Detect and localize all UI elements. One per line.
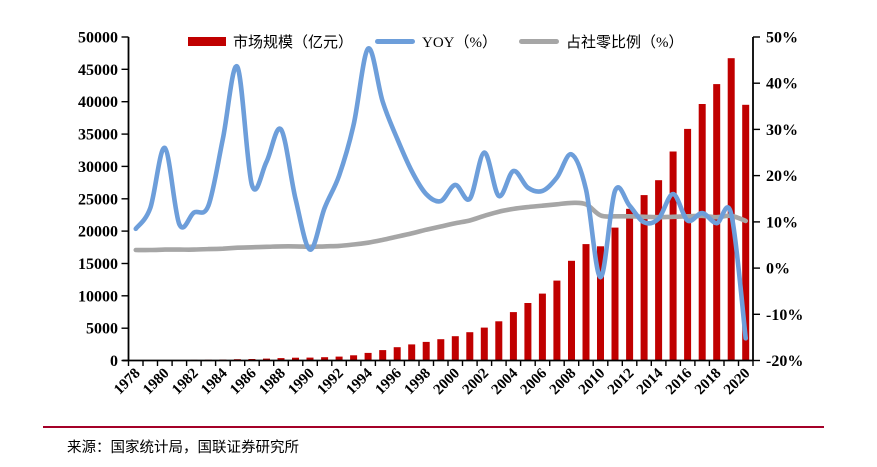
bar [393, 347, 401, 361]
x-tick-label: 1992 [314, 366, 347, 399]
bar [263, 358, 270, 361]
chart-canvas: 5000045000400003500030000250002000015000… [78, 30, 803, 399]
y-right-tick-label: 50% [766, 30, 798, 47]
bar [451, 336, 459, 361]
source-divider [43, 426, 824, 428]
x-tick-label: 2008 [547, 366, 580, 399]
x-tick-label: 2002 [460, 366, 493, 399]
yoy-line [133, 46, 748, 341]
x-tick-label: 1978 [111, 366, 144, 399]
x-tick-label: 1988 [256, 366, 289, 399]
bar [321, 357, 329, 361]
y-axis-left-labels: 5000045000400003500030000250002000015000… [78, 30, 118, 371]
share-line [133, 200, 748, 253]
y-right-tick-label: 10% [766, 214, 798, 231]
bar [611, 227, 619, 361]
y-right-tick-label: -10% [766, 307, 803, 324]
y-left-tick-label: 50000 [78, 30, 118, 47]
bar [669, 151, 677, 361]
yoy-line-swatch-icon [375, 38, 416, 44]
bar [655, 180, 663, 361]
bar [466, 332, 474, 361]
share-line-swatch-icon [519, 38, 560, 44]
x-tick-label: 2018 [692, 366, 725, 399]
x-tick-label: 1984 [198, 365, 231, 398]
bar [408, 344, 416, 361]
bar [480, 327, 488, 361]
y-left-tick-label: 25000 [78, 191, 118, 208]
x-axis-labels: 1978198019821984198619881990199219941996… [111, 365, 753, 398]
bar [597, 246, 604, 361]
bar [306, 357, 314, 361]
legend-item-share: 占社零比例（%） [519, 31, 684, 52]
x-tick-label: 1996 [373, 365, 406, 398]
bar [292, 357, 299, 361]
bar [742, 104, 750, 361]
x-tick-label: 1980 [140, 366, 173, 399]
bar [364, 352, 372, 361]
legend-label-market-size: 市场规模（亿元） [233, 34, 354, 51]
y-left-tick-label: 40000 [78, 94, 118, 111]
bar [277, 358, 285, 361]
y-left-tick-label: 30000 [78, 159, 118, 176]
y-axis-right-labels: 50% 40% 30% 20% 10% 0% -10% -20% [766, 30, 803, 371]
x-tick-label: 1994 [343, 365, 376, 398]
bar [524, 303, 532, 361]
bar [350, 355, 358, 361]
y-right-tick-label: 40% [766, 76, 798, 93]
market-size-bars [132, 58, 750, 361]
tick-marks [121, 36, 760, 366]
legend-item-market-size: 市场规模（亿元） [188, 31, 353, 52]
bar [495, 321, 503, 361]
bar [698, 104, 706, 361]
bar [568, 260, 575, 361]
x-tick-label: 1982 [169, 366, 202, 399]
x-tick-label: 1998 [402, 366, 435, 399]
bar [684, 128, 692, 361]
bar-series-swatch-icon [188, 36, 226, 46]
x-tick-label: 2014 [634, 365, 667, 398]
x-tick-label: 2012 [605, 366, 638, 399]
y-left-tick-label: 45000 [78, 62, 118, 79]
x-tick-label: 2020 [721, 366, 754, 399]
legend-label-share: 占社零比例（%） [566, 34, 684, 51]
x-tick-label: 1986 [227, 365, 260, 398]
bar [538, 293, 546, 361]
x-tick-label: 2010 [576, 366, 609, 399]
y-left-tick-label: 35000 [78, 127, 118, 144]
y-left-tick-label: 10000 [78, 288, 118, 305]
y-right-tick-label: 0% [766, 261, 790, 278]
bar [379, 350, 387, 361]
chart-area: 50000 45000 40000 35000 30000 25000 20000 15000… [78, 30, 803, 399]
legend-label-yoy: YOY（%） [422, 34, 498, 51]
y-right-tick-label: 20% [766, 168, 798, 185]
legend-item-yoy: YOY（%） [375, 31, 497, 52]
bar [509, 312, 517, 361]
y-left-tick-label: 5000 [86, 321, 118, 338]
y-left-tick-label: 15000 [78, 256, 118, 273]
bar [437, 339, 445, 361]
chart-legend: 市场规模（亿元） YOY（%） 占社零比例（%） [188, 30, 684, 52]
bar [640, 195, 648, 361]
x-tick-label: 2016 [663, 365, 696, 398]
bar [582, 244, 590, 361]
x-tick-label: 2004 [489, 365, 522, 398]
bar [422, 341, 430, 361]
x-tick-label: 1990 [285, 366, 318, 399]
source-text: 来源：国家统计局，国联证券研究所 [67, 440, 299, 456]
bar [626, 208, 634, 361]
x-tick-label: 2006 [518, 365, 551, 398]
y-left-tick-label: 0 [110, 353, 118, 370]
bar [553, 280, 561, 361]
bar [335, 356, 343, 361]
x-tick-label: 2000 [431, 366, 464, 399]
y-right-tick-label: -20% [766, 353, 803, 370]
y-left-tick-label: 20000 [78, 224, 118, 241]
y-right-tick-label: 30% [766, 122, 798, 139]
